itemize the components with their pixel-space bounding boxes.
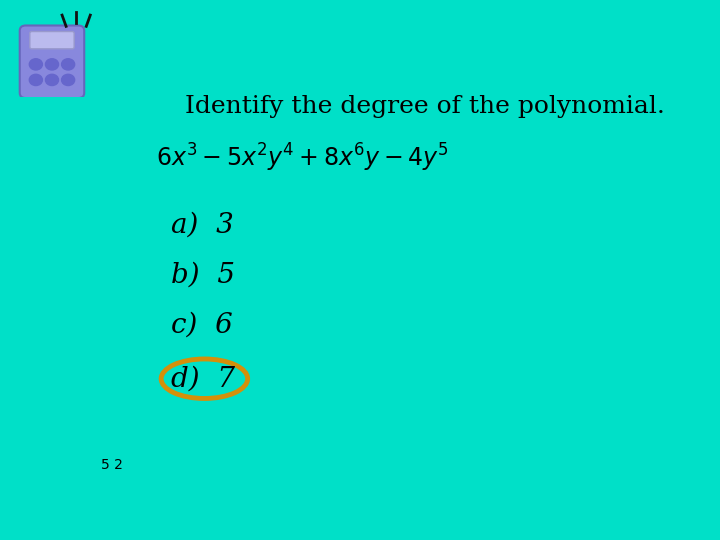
Circle shape <box>30 75 42 85</box>
Circle shape <box>45 59 58 70</box>
Circle shape <box>62 75 75 85</box>
Text: a)  3: a) 3 <box>171 211 234 238</box>
Text: b)  5: b) 5 <box>171 261 235 288</box>
Circle shape <box>45 75 58 85</box>
FancyBboxPatch shape <box>19 25 84 98</box>
Text: d)  7: d) 7 <box>171 365 235 392</box>
FancyBboxPatch shape <box>30 31 74 49</box>
Text: 5 2: 5 2 <box>101 458 123 472</box>
Text: $6x^{3} - 5x^{2}y^{4} + 8x^{6}y - 4y^{5}$: $6x^{3} - 5x^{2}y^{4} + 8x^{6}y - 4y^{5}… <box>156 142 449 174</box>
Circle shape <box>62 59 75 70</box>
Text: Identify the degree of the polynomial.: Identify the degree of the polynomial. <box>185 95 665 118</box>
Text: c)  6: c) 6 <box>171 311 233 338</box>
Circle shape <box>30 59 42 70</box>
